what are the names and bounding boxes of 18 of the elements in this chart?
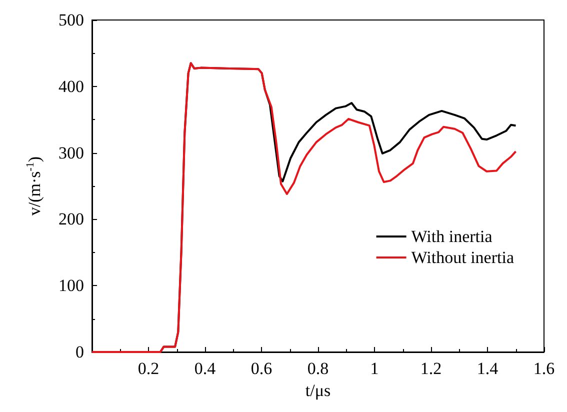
y-tick-label: 0 [76, 342, 84, 362]
y-tick-label: 400 [58, 76, 84, 96]
x-axis-title: t/μs [305, 380, 331, 400]
x-tick-label: 0.8 [307, 359, 329, 378]
legend-label: Without inertia [411, 248, 514, 267]
legend-label: With inertia [411, 227, 493, 246]
x-tick-label: 1 [370, 359, 379, 378]
y-tick-label: 200 [58, 210, 84, 229]
x-tick-label: 0.6 [250, 359, 272, 378]
x-tick-label: 1.2 [420, 359, 442, 378]
x-tick-label: 1.4 [476, 359, 499, 378]
y-tick-label: 500 [58, 10, 84, 30]
x-tick-label: 0.4 [194, 359, 216, 378]
y-axis-title: v/(m·s-1) [24, 156, 44, 216]
y-tick-label: 100 [58, 276, 84, 296]
y-tick-label: 300 [58, 143, 84, 162]
x-tick-label: 0.2 [138, 359, 160, 378]
x-tick-label: 1.6 [533, 359, 555, 378]
